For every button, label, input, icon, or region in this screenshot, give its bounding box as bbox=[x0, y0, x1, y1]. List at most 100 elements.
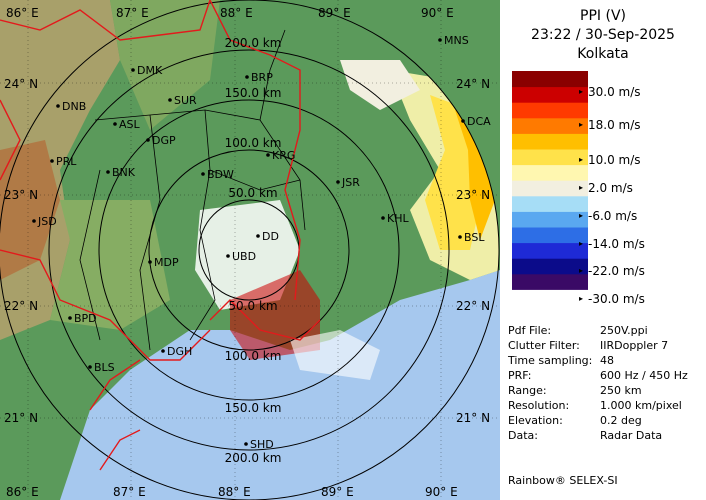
colorbar-label: 30.0 m/s bbox=[588, 85, 641, 99]
metadata-key: Range: bbox=[508, 384, 547, 397]
colorbar-tick-arrow: ▸ bbox=[579, 120, 584, 129]
lon-labels-top: 86° E 87° E 88° E 89° E 90° E bbox=[6, 6, 454, 20]
colorbar-label: 18.0 m/s bbox=[588, 118, 641, 132]
colorbar-label: -22.0 m/s bbox=[588, 264, 645, 278]
city-label: JSR bbox=[341, 176, 360, 189]
metadata-value: 250 km bbox=[600, 384, 642, 397]
city-dot bbox=[50, 159, 54, 163]
metadata-key: Data: bbox=[508, 429, 538, 442]
radar-map: 86° E 87° E 88° E 89° E 90° E 86° E 87° … bbox=[0, 0, 500, 500]
colorbar-swatch bbox=[512, 117, 588, 134]
city-label: SUR bbox=[174, 94, 197, 107]
colorbar-label: -30.0 m/s bbox=[588, 292, 645, 306]
range-label: 200.0 km bbox=[225, 36, 282, 50]
city-label: BNK bbox=[112, 166, 136, 179]
lon-label-bottom: 90° E bbox=[425, 485, 458, 499]
range-label: 150.0 km bbox=[225, 401, 282, 415]
lon-label-top: 88° E bbox=[220, 6, 253, 20]
colorbar-tick-arrow: ▸ bbox=[579, 294, 584, 303]
city-label: BPD bbox=[74, 312, 97, 325]
lat-label-right: 21° N bbox=[456, 411, 490, 425]
graticule bbox=[0, 0, 500, 500]
lon-label-bottom: 86° E bbox=[6, 485, 39, 499]
city-label: BDW bbox=[207, 168, 234, 181]
range-ring-100 bbox=[148, 149, 350, 351]
colorbar-swatch bbox=[512, 273, 588, 290]
colorbar-label: 10.0 m/s bbox=[588, 153, 641, 167]
colorbar-swatch bbox=[512, 195, 588, 212]
city-label: KRG bbox=[272, 149, 295, 162]
offshore-echo bbox=[290, 330, 380, 380]
city-dot bbox=[461, 119, 465, 123]
colorbar-swatch bbox=[512, 86, 588, 103]
legend-panel: PPI (V) 23:22 / 30-Sep-2025 Kolkata ▸ 30.… bbox=[500, 0, 706, 500]
city-label: BRP bbox=[251, 71, 273, 84]
vendor-footer: Rainbow® SELEX-SI bbox=[508, 474, 618, 487]
metadata-key: Clutter Filter: bbox=[508, 339, 580, 352]
range-rings bbox=[0, 0, 500, 500]
metadata-value: 1.000 km/pixel bbox=[600, 399, 682, 412]
city-dot bbox=[226, 254, 230, 258]
lat-label-right: 22° N bbox=[456, 299, 490, 313]
metadata-key: Elevation: bbox=[508, 414, 563, 427]
city-dot bbox=[458, 235, 462, 239]
metadata-value: 600 Hz / 450 Hz bbox=[600, 369, 688, 382]
city-dot bbox=[106, 170, 110, 174]
city-dot bbox=[266, 153, 270, 157]
colorbar-swatch bbox=[512, 242, 588, 259]
lon-label-top: 90° E bbox=[421, 6, 454, 20]
colorbar-tick-arrow: ▸ bbox=[579, 87, 584, 96]
colorbar-swatch bbox=[512, 71, 588, 88]
highland-terrain-dark bbox=[0, 140, 60, 280]
range-ring-250 bbox=[0, 0, 500, 500]
city-label: JSD bbox=[37, 215, 57, 228]
product-title: PPI (V) bbox=[580, 8, 626, 24]
lon-label-bottom: 88° E bbox=[218, 485, 251, 499]
city-label: DMK bbox=[137, 64, 163, 77]
range-label: 100.0 km bbox=[225, 349, 282, 363]
colorbar-tick-arrow: ▸ bbox=[579, 266, 584, 275]
city-dot bbox=[201, 172, 205, 176]
lat-labels-left: 24° N 23° N 22° N 21° N bbox=[4, 77, 38, 425]
lon-label-bottom: 87° E bbox=[113, 485, 146, 499]
lat-label-right: 23° N bbox=[456, 188, 490, 202]
colorbar-swatch bbox=[512, 102, 588, 119]
city-label: MNS bbox=[444, 34, 469, 47]
city-dot bbox=[146, 138, 150, 142]
range-ring-150 bbox=[98, 99, 400, 401]
lat-label-left: 21° N bbox=[4, 411, 38, 425]
city-label: PRL bbox=[56, 155, 77, 168]
city-label: BSL bbox=[464, 231, 485, 244]
city-dot bbox=[381, 216, 385, 220]
metadata-value: IIRDoppler 7 bbox=[600, 339, 669, 352]
lat-label-left: 23° N bbox=[4, 188, 38, 202]
city-dot bbox=[113, 122, 117, 126]
plains-terrain-south bbox=[50, 200, 170, 330]
city-dot bbox=[32, 219, 36, 223]
district-boundaries bbox=[79, 29, 306, 351]
scan-datetime: 23:22 / 30-Sep-2025 bbox=[531, 27, 675, 43]
range-label: 50.0 km bbox=[228, 299, 277, 313]
city-label: MDP bbox=[154, 256, 179, 269]
city-dot bbox=[168, 98, 172, 102]
city-dot bbox=[88, 365, 92, 369]
velocity-colorbar bbox=[512, 71, 588, 305]
colorbar-swatch bbox=[512, 258, 588, 275]
city-markers: MNS DMK BRP DNB SUR ASL DGP KRG PRL BNK BDW JSR KHL D… bbox=[32, 34, 491, 451]
range-labels: 200.0 km 150.0 km 100.0 km 50.0 km 50.0 … bbox=[225, 36, 282, 465]
colorbar-tick-arrow: ▸ bbox=[579, 155, 584, 164]
colorbar-swatch bbox=[512, 149, 588, 166]
colorbar-tick-arrow: ▸ bbox=[579, 211, 584, 220]
city-label: DD bbox=[262, 230, 279, 243]
city-dot bbox=[56, 104, 60, 108]
colorbar-label: -6.0 m/s bbox=[588, 209, 638, 223]
lon-label-top: 86° E bbox=[6, 6, 39, 20]
city-label: BLS bbox=[94, 361, 115, 374]
colorbar-swatch bbox=[512, 133, 588, 150]
city-dot bbox=[131, 68, 135, 72]
bay-of-bengal bbox=[60, 270, 500, 500]
city-dot bbox=[256, 234, 260, 238]
city-label: UBD bbox=[232, 250, 256, 263]
range-label: 100.0 km bbox=[225, 136, 282, 150]
